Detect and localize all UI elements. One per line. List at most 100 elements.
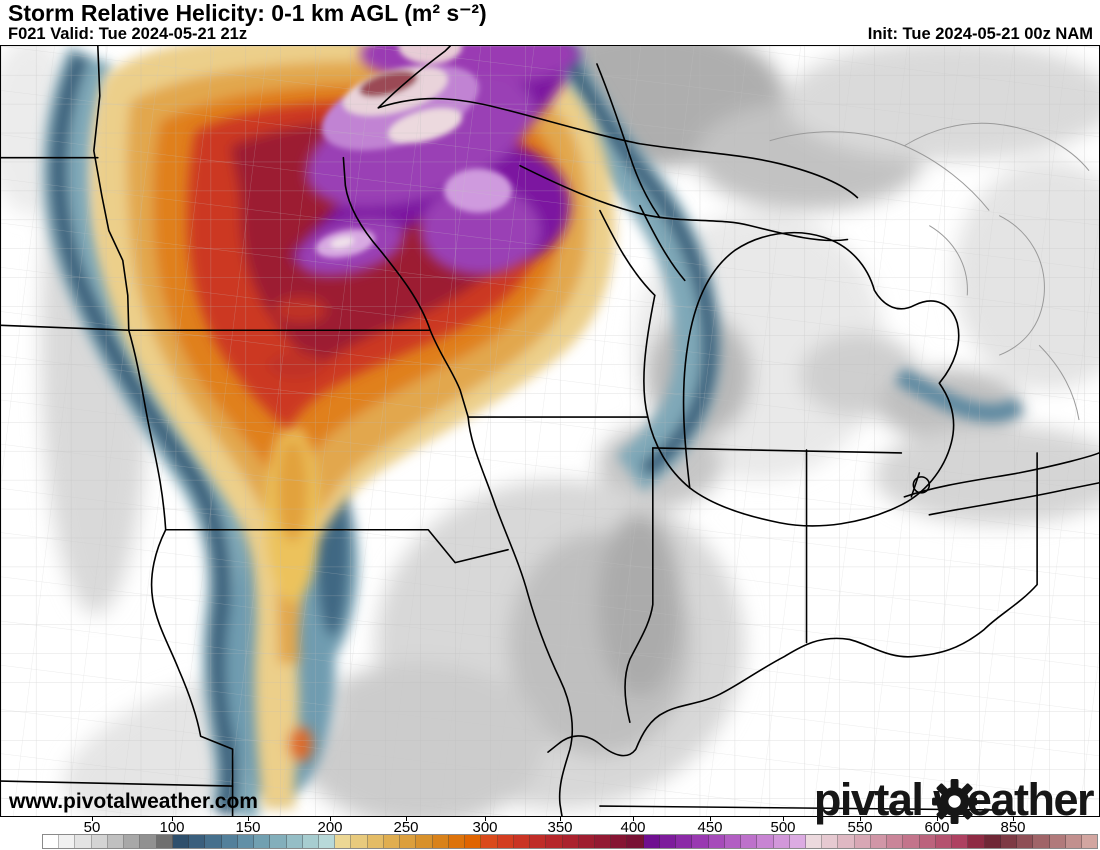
pivotal-weather-logo: piv tal weather	[813, 774, 1094, 825]
colorbar-tick-label: 600	[924, 819, 950, 836]
colorbar-segment	[448, 835, 466, 848]
colorbar-segment	[789, 835, 807, 848]
header: Storm Relative Helicity: 0-1 km AGL (m² …	[0, 0, 1100, 45]
model-init-time: Init: Tue 2024-05-21 00z NAM	[867, 25, 1093, 43]
colorbar-tickmark	[560, 817, 561, 821]
colorbar-segment	[43, 835, 60, 848]
colorbar-segment	[1033, 835, 1050, 848]
colorbar-segment	[578, 835, 595, 848]
colorbar-segment	[724, 835, 742, 848]
colorbar-tick-label: 550	[847, 819, 873, 836]
county-grid-overlay	[1, 46, 1099, 816]
colorbar-segment	[416, 835, 433, 848]
colorbar-segment	[984, 835, 1001, 848]
colorbar-segment	[822, 835, 839, 848]
gear-icon	[931, 779, 977, 824]
colorbar-segment	[1065, 835, 1082, 848]
weather-map: www.pivotalweather.com piv tal weather	[0, 45, 1100, 824]
colorbar-segment	[237, 835, 255, 848]
colorbar-tick-label: 350	[547, 819, 573, 836]
colorbar-segment	[546, 835, 563, 848]
colorbar-segment	[107, 835, 125, 848]
colorbar-segment	[530, 835, 547, 848]
map-title: Storm Relative Helicity: 0-1 km AGL (m² …	[8, 0, 487, 26]
colorbar-segment	[806, 835, 823, 848]
logo-text-piv: piv	[813, 774, 876, 825]
colorbar-segment	[221, 835, 238, 848]
colorbar-segment	[513, 835, 531, 848]
colorbar-segment	[302, 835, 319, 848]
colorbar-segment	[432, 835, 449, 848]
colorbar-segment	[627, 835, 644, 848]
colorbar-segment	[254, 835, 271, 848]
colorbar-segment	[465, 835, 482, 848]
colorbar-segment	[968, 835, 985, 848]
colorbar-segment	[854, 835, 871, 848]
colorbar-segment	[611, 835, 628, 848]
colorbar-segment	[838, 835, 855, 848]
state-boundaries	[1, 46, 1099, 816]
colorbar-segment	[351, 835, 368, 848]
colorbar-segment	[870, 835, 888, 848]
colorbar-segment	[91, 835, 108, 848]
colorbar-tickmark	[710, 817, 711, 821]
colorbar-tick-label: 100	[159, 819, 185, 836]
colorbar-tick-label: 250	[393, 819, 419, 836]
watermark-url: www.pivotalweather.com	[9, 790, 258, 813]
colorbar-segment	[676, 835, 693, 848]
colorbar-tickmark	[1013, 817, 1014, 821]
colorbar-segment	[887, 835, 904, 848]
colorbar-segment	[124, 835, 141, 848]
colorbar-segment	[919, 835, 936, 848]
colorbar: 50 100 150 200 250 300 350 400 450 500 550 600 850	[0, 817, 1100, 850]
forecast-valid-time: F021 Valid: Tue 2024-05-21 21z	[8, 25, 248, 43]
colorbar-segment	[383, 835, 401, 848]
colorbar-segment	[189, 835, 206, 848]
colorbar-tick-label: 50	[83, 819, 101, 836]
colorbar-segment	[757, 835, 774, 848]
colorbar-segment	[59, 835, 76, 848]
colorbar-tickmark	[172, 817, 173, 821]
colorbar-segment	[773, 835, 790, 848]
colorbar-tickmark	[783, 817, 784, 821]
colorbar-tick-label: 150	[235, 819, 261, 836]
colorbar-segment	[367, 835, 384, 848]
colorbar-segment	[594, 835, 612, 848]
colorbar-segment	[1082, 835, 1098, 848]
colorbar-segment	[741, 835, 758, 848]
colorbar-segment	[270, 835, 287, 848]
colorbar-tickmark	[485, 817, 486, 821]
colorbar-tick-label: 500	[770, 819, 796, 836]
weather-map-svg	[1, 46, 1099, 816]
colorbar-tickmark	[633, 817, 634, 821]
logo-text-tal-weather: tal weather	[874, 774, 1094, 825]
ontario-shorelines	[769, 122, 1090, 421]
colorbar-tickmark	[330, 817, 331, 821]
colorbar-segment	[205, 835, 222, 848]
colorbar-tickmark	[92, 817, 93, 821]
colorbar-swatches	[42, 834, 1098, 849]
colorbar-segment	[1000, 835, 1018, 848]
colorbar-tickmark	[860, 817, 861, 821]
colorbar-segment	[400, 835, 417, 848]
colorbar-segment	[140, 835, 157, 848]
colorbar-segment	[172, 835, 190, 848]
colorbar-segment	[318, 835, 336, 848]
colorbar-tickmark	[406, 817, 407, 821]
colorbar-segment	[903, 835, 920, 848]
colorbar-tick-label: 400	[620, 819, 646, 836]
colorbar-segment	[497, 835, 514, 848]
colorbar-segment	[1049, 835, 1066, 848]
colorbar-tickmark	[937, 817, 938, 821]
colorbar-segment	[562, 835, 579, 848]
colorbar-tick-label: 200	[317, 819, 343, 836]
colorbar-segment	[643, 835, 660, 848]
colorbar-segment	[692, 835, 709, 848]
colorbar-tick-label: 850	[1000, 819, 1026, 836]
colorbar-segment	[935, 835, 953, 848]
colorbar-segment	[952, 835, 969, 848]
colorbar-tickmark	[248, 817, 249, 821]
colorbar-segment	[659, 835, 677, 848]
colorbar-tick-label: 450	[697, 819, 723, 836]
colorbar-segment	[708, 835, 725, 848]
